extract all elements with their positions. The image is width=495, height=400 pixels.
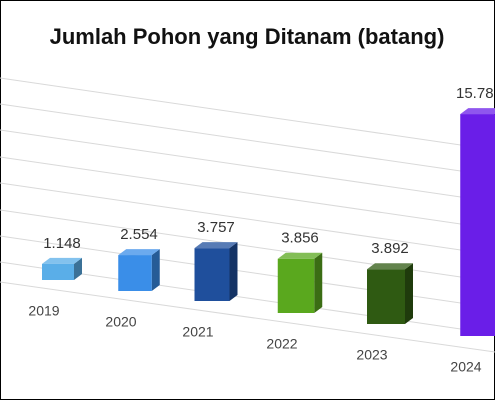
bar-top [42,257,82,264]
bar-top [460,108,495,115]
x-tick-label: 2022 [266,336,297,352]
grid-decoration [0,156,495,230]
value-label: 2.554 [120,226,158,243]
bar [277,258,315,313]
bar [118,255,152,291]
bar [367,269,405,324]
chart-title: Jumlah Pohon yang Ditanam (batang) [50,24,445,49]
grid-decoration [0,261,495,335]
bar [194,248,230,301]
x-tick-label: 2024 [450,359,481,375]
value-label: 15.78 [456,85,494,102]
bar-side [314,252,323,313]
grid-decoration [0,77,495,151]
x-tick-label: 2020 [105,314,136,330]
bar-side [151,249,160,291]
bar-side [74,257,82,280]
grid-decoration [0,182,495,256]
bar-side [405,263,413,324]
grid-decoration [0,103,495,177]
x-tick-label: 2019 [28,303,59,319]
bar-top [367,263,413,270]
bar-top [118,249,160,256]
x-tick-label: 2023 [356,347,387,363]
bar [42,263,74,280]
bar-top [194,242,238,249]
value-label: 3.757 [197,219,235,236]
value-label: 3.892 [371,240,409,257]
bar-side [229,242,238,301]
perspective-grid [0,77,495,353]
value-label: 1.148 [43,235,81,252]
grid-decoration [0,281,495,353]
bar-top [277,252,323,259]
value-label: 3.856 [281,230,319,247]
x-tick-label: 2021 [182,324,213,340]
bar [460,114,495,336]
grid-decoration [0,129,495,203]
